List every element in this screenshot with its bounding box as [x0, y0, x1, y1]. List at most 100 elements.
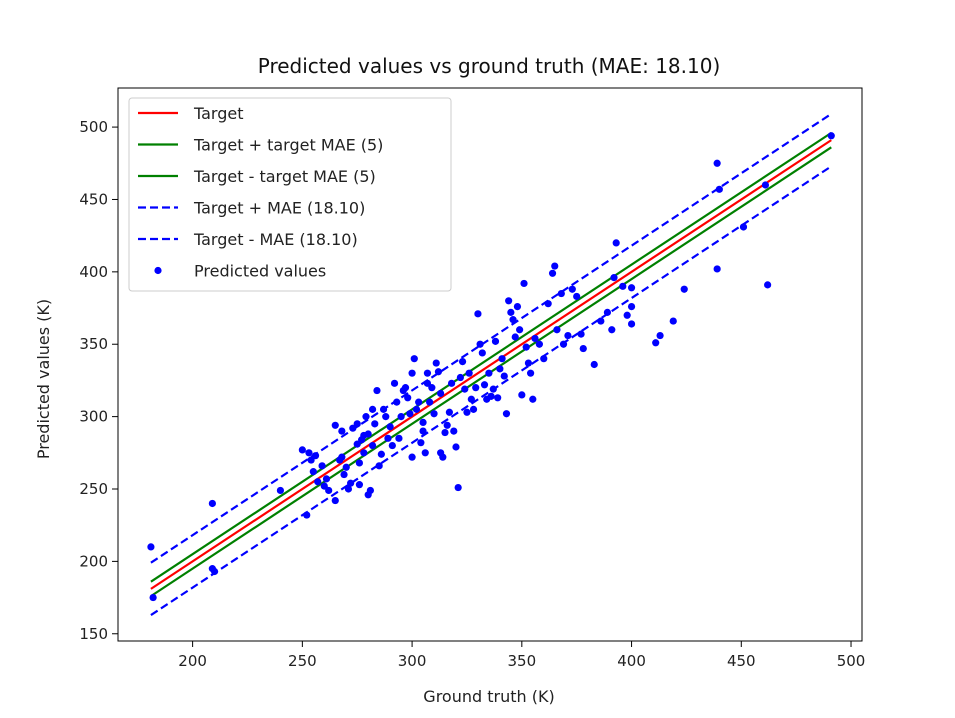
data-point	[210, 567, 219, 576]
data-point	[518, 391, 526, 399]
data-point	[522, 343, 530, 351]
data-point	[597, 317, 605, 325]
data-point	[379, 405, 388, 413]
data-point	[461, 385, 469, 393]
data-point	[366, 486, 374, 495]
x-tick-label: 450	[727, 652, 756, 670]
data-point	[472, 384, 480, 392]
data-point	[505, 297, 513, 305]
data-point	[340, 470, 348, 479]
data-point	[579, 344, 587, 353]
x-tick-label: 500	[837, 652, 866, 670]
data-point	[619, 282, 627, 290]
data-point	[489, 385, 497, 393]
data-point	[353, 420, 361, 428]
data-point	[498, 355, 506, 363]
legend-label-4: Target + MAE (18.10)	[193, 199, 365, 218]
legend-label-3: Target - target MAE (5)	[193, 167, 376, 186]
data-point	[452, 443, 460, 451]
data-point	[491, 337, 500, 345]
legend-swatch-scatter	[154, 266, 162, 275]
data-point	[623, 311, 631, 319]
data-point	[450, 427, 458, 435]
data-point	[347, 479, 355, 487]
data-point	[551, 262, 559, 270]
legend: Target Target + target MAE (5) Target - ta…	[128, 97, 452, 292]
data-point	[147, 543, 155, 551]
data-point	[713, 265, 721, 273]
data-point	[540, 355, 548, 363]
series-line-2	[150, 131, 832, 583]
legend-frame	[128, 97, 452, 292]
x-tick-label: 250	[288, 652, 317, 670]
y-tick-label: 250	[79, 480, 108, 498]
data-point	[516, 326, 524, 334]
data-point	[500, 372, 508, 380]
data-point	[419, 427, 427, 435]
data-point	[669, 317, 677, 325]
data-point	[276, 486, 285, 495]
data-point	[761, 181, 770, 189]
data-point	[520, 279, 528, 288]
data-point	[408, 369, 416, 377]
data-point	[627, 302, 636, 311]
data-point	[443, 421, 451, 429]
data-point	[410, 355, 418, 363]
data-point	[485, 369, 493, 377]
data-point	[360, 449, 368, 457]
data-point	[467, 395, 475, 403]
data-point	[353, 440, 361, 448]
data-point	[447, 379, 456, 387]
y-axis-label: Predicted values (K)	[34, 299, 53, 459]
y-tick-label: 400	[79, 263, 108, 281]
y-tick-label: 350	[79, 335, 108, 353]
y-tick-label: 300	[79, 408, 108, 426]
legend-label-5: Target - MAE (18.10)	[193, 230, 358, 249]
data-point	[557, 289, 565, 298]
data-point	[511, 333, 519, 341]
data-point	[474, 310, 482, 318]
data-point	[548, 269, 557, 277]
data-point	[531, 334, 539, 343]
data-point	[502, 410, 511, 418]
data-point	[527, 369, 535, 377]
data-point	[476, 340, 484, 348]
y-tick-label: 150	[79, 625, 108, 643]
data-point	[320, 482, 328, 490]
series-line-5	[150, 165, 832, 617]
data-point	[627, 284, 636, 292]
data-point	[590, 360, 598, 369]
data-point	[445, 408, 453, 416]
data-point	[395, 434, 403, 442]
data-point	[426, 398, 434, 406]
data-point	[368, 405, 377, 413]
data-point	[577, 330, 585, 338]
data-point	[612, 239, 620, 247]
legend-label-2: Target + target MAE (5)	[193, 136, 383, 155]
data-point	[529, 395, 537, 403]
data-point	[355, 481, 364, 489]
data-point	[487, 392, 495, 400]
x-tick-label: 200	[178, 652, 207, 670]
data-point	[331, 496, 339, 505]
y-tick-label: 500	[79, 118, 108, 136]
series-line-1	[150, 139, 832, 590]
data-point	[432, 359, 440, 367]
data-point	[386, 423, 394, 431]
data-point	[610, 274, 618, 282]
y-tick-label: 200	[79, 552, 108, 570]
data-point	[364, 430, 372, 438]
data-point	[314, 478, 322, 486]
data-point	[568, 285, 576, 293]
data-point	[564, 331, 572, 340]
data-point	[371, 420, 379, 428]
data-point	[764, 281, 772, 289]
data-point	[428, 384, 436, 392]
data-point	[417, 439, 425, 447]
data-point	[208, 499, 216, 508]
data-point	[465, 369, 473, 377]
data-point	[368, 441, 377, 450]
plot-frame	[117, 87, 863, 642]
data-point	[349, 424, 357, 432]
